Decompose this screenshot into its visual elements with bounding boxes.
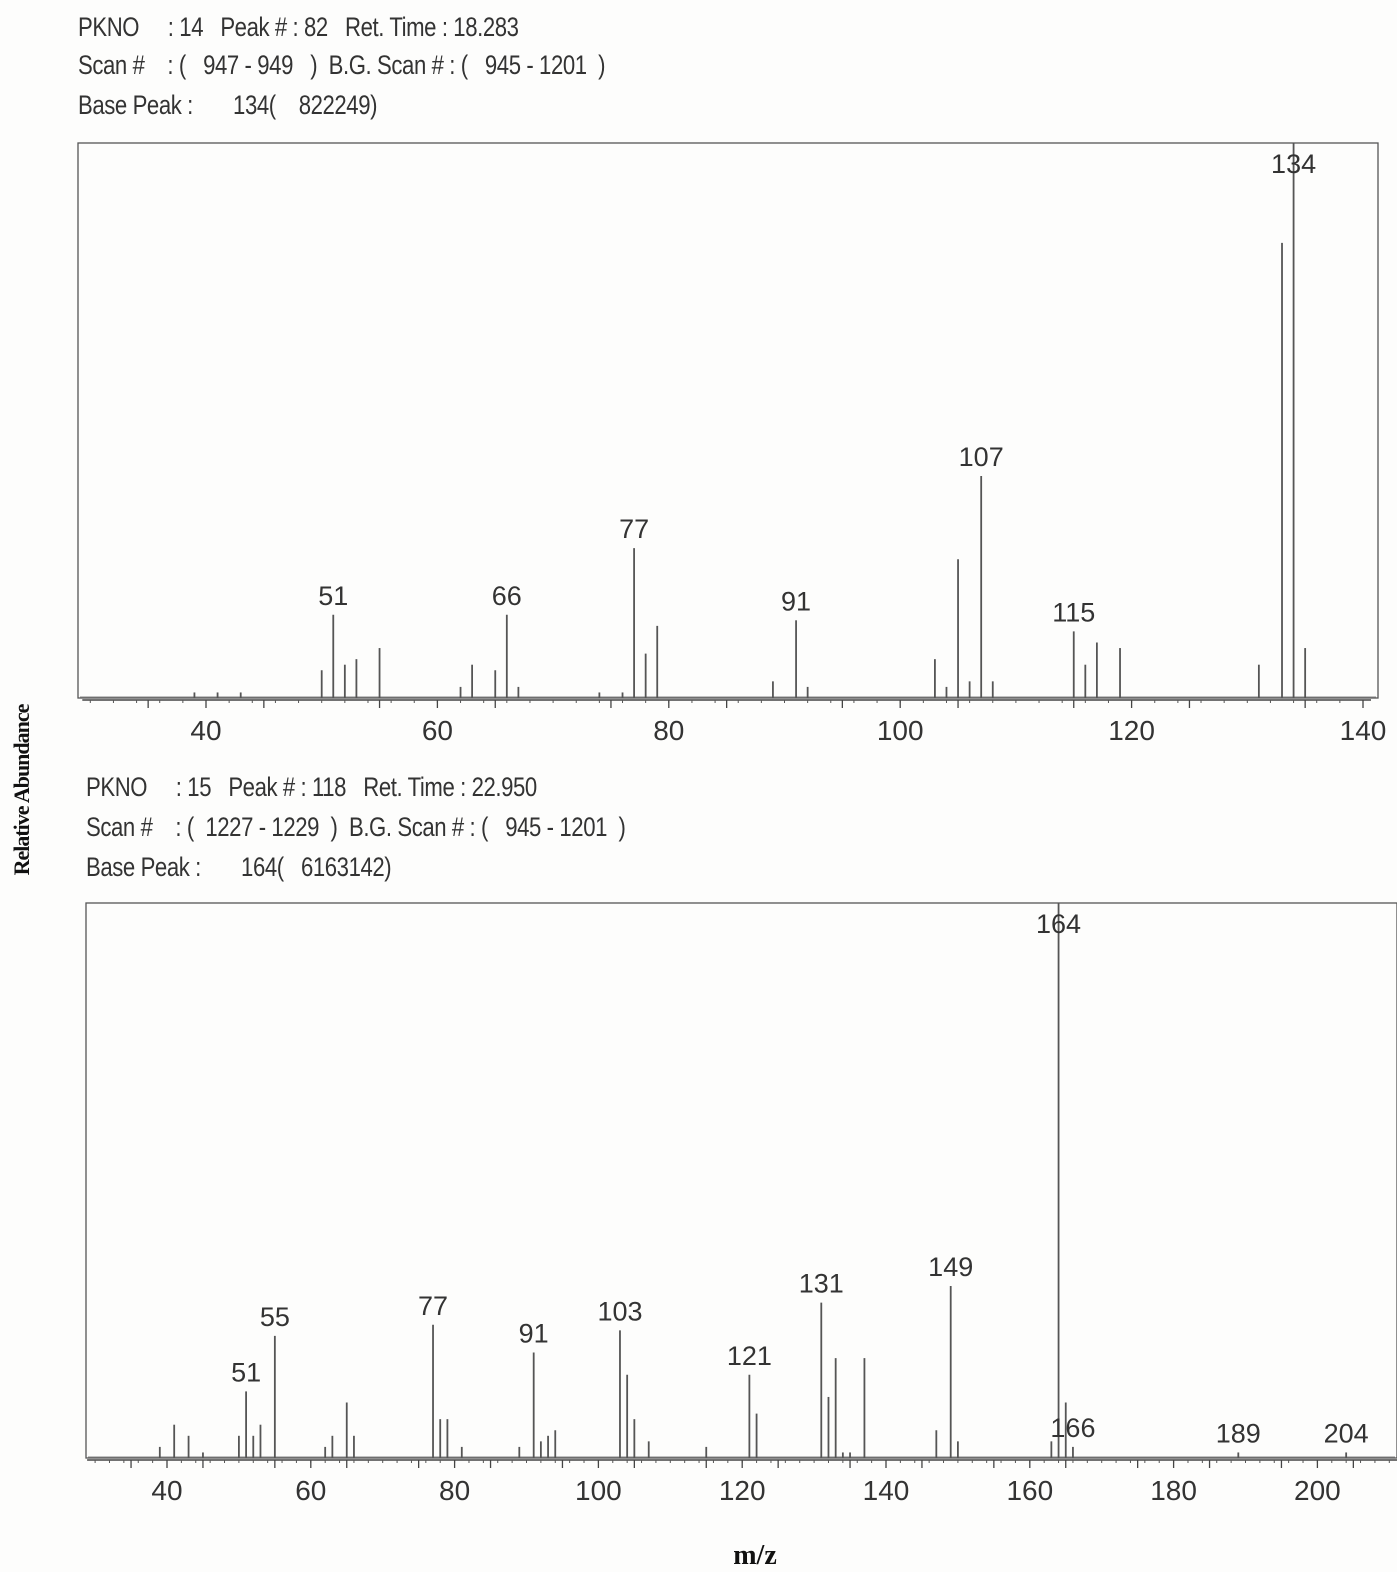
spectrum-2-peak-label-166: 166 (1050, 1413, 1095, 1443)
spectrum-2-peak-label-131: 131 (799, 1269, 844, 1299)
spectrum-2-tick-label: 140 (863, 1475, 910, 1506)
spectrum-2-tick-label: 40 (151, 1475, 182, 1506)
spectrum-2-peak-label-51: 51 (231, 1357, 261, 1387)
spectrum-2-tick-label: 120 (719, 1475, 766, 1506)
spectrum-2-tick-label: 80 (439, 1475, 470, 1506)
spectrum-1-chart: 40 60 80 100 120 140 51 66 77 91 107 115 134 (77, 142, 1387, 746)
spectrum-1-tick-label: 100 (877, 715, 924, 746)
spectrum-1-peak-label-115: 115 (1052, 597, 1095, 627)
spectrum-2-peak-label-91: 91 (519, 1319, 549, 1349)
spectrum-2-tick-label: 160 (1006, 1475, 1053, 1506)
x-axis-label: m/z (733, 1540, 777, 1571)
spectrum-2-tick-label: 200 (1294, 1475, 1341, 1506)
spectrum-2-peak-label-103: 103 (597, 1296, 642, 1326)
spectrum-2-peak-label-189: 189 (1216, 1418, 1261, 1448)
spectrum-2-header-line3: Base Peak : 164( 6163142) (86, 852, 392, 882)
spectrum-1-peak-label-107: 107 (959, 442, 1004, 472)
spectrum-1-peak-label-91: 91 (781, 586, 811, 616)
spectrum-1-tick-label: 40 (190, 715, 221, 746)
spectrum-1-header-line2: Scan # : ( 947 - 949 ) B.G. Scan # : ( 9… (78, 50, 606, 80)
spectrum-2-peak-label-204: 204 (1324, 1418, 1369, 1448)
spectrum-2-tick-label: 180 (1150, 1475, 1197, 1506)
spectrum-2-peak-label-164: 164 (1036, 909, 1081, 939)
spectrum-2-peak-label-77: 77 (418, 1291, 448, 1321)
spectrum-1-tick-label: 60 (422, 715, 453, 746)
spectrum-1-peak-label-77: 77 (619, 514, 649, 544)
spectrum-2-tick-label: 60 (295, 1475, 326, 1506)
spectrum-1-tick-label: 140 (1340, 715, 1387, 746)
spectrum-2-tick-label: 100 (575, 1475, 622, 1506)
spectrum-2-peak-label-149: 149 (928, 1252, 973, 1282)
spectrum-1-peak-label-51: 51 (318, 581, 348, 611)
spectrum-1-header-line3: Base Peak : 134( 822249) (78, 90, 378, 120)
spectrum-1-frame (77, 142, 1379, 699)
spectrum-1-peak-label-66: 66 (492, 581, 522, 611)
spectrum-1-header-line1: PKNO : 14 Peak # : 82 Ret. Time : 18.283 (78, 12, 519, 42)
spectrum-1-tick-label: 80 (653, 715, 684, 746)
spectrum-1-tick-label: 120 (1108, 715, 1155, 746)
spectrum-1-peak-label-134: 134 (1271, 149, 1316, 179)
spectrum-2-frame (85, 902, 1397, 1459)
spectrum-2-peak-label-55: 55 (260, 1302, 290, 1332)
spectrum-2-peak-label-121: 121 (727, 1341, 772, 1371)
spectrum-2-header-line2: Scan # : ( 1227 - 1229 ) B.G. Scan # : (… (86, 812, 626, 842)
spectrum-2-header-line1: PKNO : 15 Peak # : 118 Ret. Time : 22.95… (86, 772, 537, 802)
